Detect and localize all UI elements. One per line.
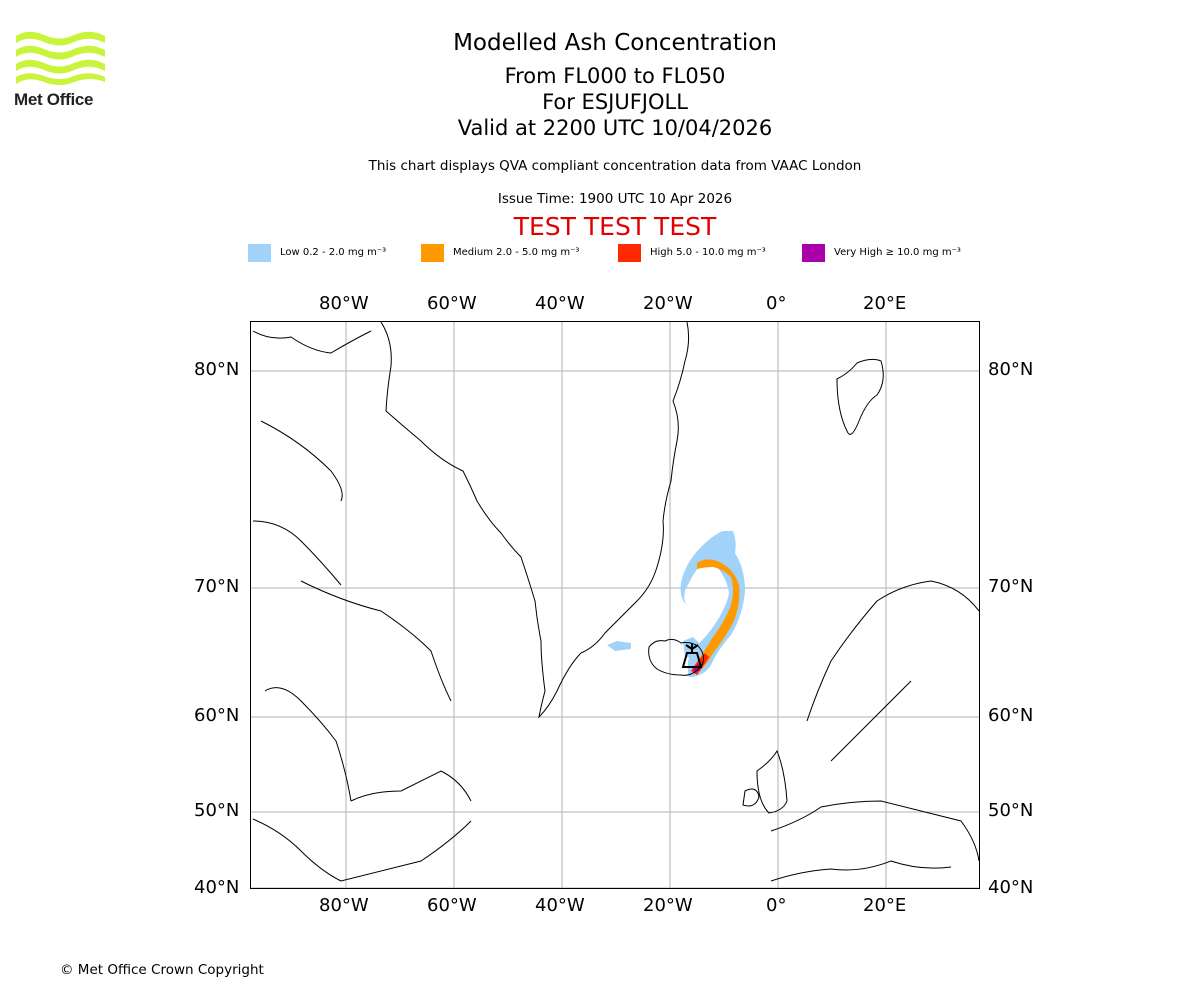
- lat-tick-right: 80°N: [988, 359, 1034, 380]
- lon-tick-top: 60°W: [427, 293, 477, 314]
- lat-tick-left: 80°N: [194, 359, 240, 380]
- issue-time: Issue Time: 1900 UTC 10 Apr 2026: [497, 191, 733, 207]
- chart-description: This chart displays QVA compliant concen…: [368, 158, 862, 174]
- lon-tick-top: 20°W: [643, 293, 693, 314]
- lon-tick-top: 80°W: [319, 293, 369, 314]
- legend-swatch-medium: [421, 244, 444, 262]
- legend-label-low: Low 0.2 - 2.0 mg m⁻³: [280, 247, 387, 258]
- lat-tick-left: 70°N: [194, 576, 240, 597]
- lon-tick-bottom: 40°W: [535, 895, 585, 916]
- lat-tick-left: 50°N: [194, 800, 240, 821]
- lon-tick-bottom: 20°E: [863, 895, 907, 916]
- lat-tick-right: 50°N: [988, 800, 1034, 821]
- volcano-name: For ESJUFJOLL: [542, 90, 688, 114]
- lat-tick-left: 60°N: [194, 705, 240, 726]
- map-canvas: [251, 322, 979, 888]
- lat-tick-right: 60°N: [988, 705, 1034, 726]
- flight-levels: From FL000 to FL050: [504, 64, 726, 88]
- legend-swatch-high: [618, 244, 641, 262]
- coastlines: [252, 322, 979, 882]
- lon-tick-top: 20°E: [863, 293, 907, 314]
- lon-tick-bottom: 60°W: [427, 895, 477, 916]
- lat-tick-right: 40°N: [988, 877, 1034, 898]
- met-office-logo: Met Office: [14, 30, 109, 112]
- ash-plume: [607, 531, 745, 677]
- lon-tick-bottom: 0°: [766, 895, 787, 916]
- lon-tick-top: 0°: [766, 293, 787, 314]
- ash-map[interactable]: [250, 321, 980, 889]
- lon-tick-top: 40°W: [535, 293, 585, 314]
- test-banner: TEST TEST TEST: [513, 212, 717, 241]
- legend-label-high: High 5.0 - 10.0 mg m⁻³: [650, 247, 766, 258]
- lon-tick-bottom: 20°W: [643, 895, 693, 916]
- valid-time: Valid at 2200 UTC 10/04/2026: [457, 116, 773, 140]
- legend-swatch-low: [248, 244, 271, 262]
- chart-title: Modelled Ash Concentration: [453, 30, 777, 56]
- wave-logo-icon: [16, 31, 105, 85]
- lon-tick-bottom: 80°W: [319, 895, 369, 916]
- legend-label-medium: Medium 2.0 - 5.0 mg m⁻³: [453, 247, 580, 258]
- volcano-marker-icon: [681, 643, 703, 668]
- graticule: [251, 322, 979, 888]
- legend-swatch-very-high: [802, 244, 825, 262]
- legend-label-very-high: Very High ≥ 10.0 mg m⁻³: [834, 247, 961, 258]
- copyright: © Met Office Crown Copyright: [60, 962, 264, 978]
- logo-text: Met Office: [14, 90, 94, 109]
- lat-tick-right: 70°N: [988, 576, 1034, 597]
- lat-tick-left: 40°N: [194, 877, 240, 898]
